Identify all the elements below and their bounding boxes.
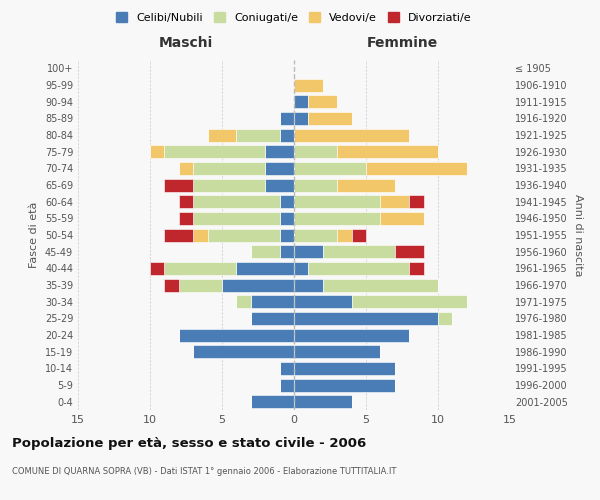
Bar xyxy=(294,212,380,225)
Text: Femmine: Femmine xyxy=(367,36,437,50)
Bar xyxy=(294,378,395,392)
Bar xyxy=(280,378,294,392)
Bar xyxy=(308,262,409,275)
Bar xyxy=(337,145,438,158)
Bar xyxy=(380,195,409,208)
Bar xyxy=(236,295,251,308)
Bar xyxy=(150,145,164,158)
Bar xyxy=(164,178,193,192)
Bar xyxy=(294,112,308,125)
Bar xyxy=(323,245,395,258)
Bar xyxy=(294,345,380,358)
Bar xyxy=(251,312,294,325)
Bar xyxy=(179,195,193,208)
Bar xyxy=(352,228,366,241)
Bar xyxy=(352,295,467,308)
Bar xyxy=(193,178,265,192)
Bar xyxy=(222,278,294,291)
Bar xyxy=(380,212,424,225)
Bar xyxy=(294,328,409,342)
Bar xyxy=(265,178,294,192)
Bar xyxy=(236,128,280,141)
Bar xyxy=(179,278,222,291)
Text: Popolazione per età, sesso e stato civile - 2006: Popolazione per età, sesso e stato civil… xyxy=(12,438,366,450)
Bar xyxy=(280,195,294,208)
Bar xyxy=(409,195,424,208)
Bar xyxy=(294,95,308,108)
Bar xyxy=(193,162,265,175)
Legend: Celibi/Nubili, Coniugati/e, Vedovi/e, Divorziati/e: Celibi/Nubili, Coniugati/e, Vedovi/e, Di… xyxy=(112,8,476,28)
Bar xyxy=(164,145,265,158)
Bar xyxy=(179,162,193,175)
Bar xyxy=(308,112,352,125)
Bar xyxy=(193,228,208,241)
Bar xyxy=(438,312,452,325)
Bar xyxy=(164,228,193,241)
Bar xyxy=(265,145,294,158)
Text: COMUNE DI QUARNA SOPRA (VB) - Dati ISTAT 1° gennaio 2006 - Elaborazione TUTTITAL: COMUNE DI QUARNA SOPRA (VB) - Dati ISTAT… xyxy=(12,468,397,476)
Bar xyxy=(164,278,179,291)
Bar xyxy=(294,295,352,308)
Bar xyxy=(294,362,395,375)
Bar xyxy=(193,212,280,225)
Bar xyxy=(337,228,352,241)
Bar xyxy=(294,262,308,275)
Text: Maschi: Maschi xyxy=(159,36,213,50)
Bar xyxy=(280,128,294,141)
Bar xyxy=(164,262,236,275)
Bar xyxy=(409,262,424,275)
Bar xyxy=(193,195,280,208)
Bar xyxy=(337,178,395,192)
Bar xyxy=(150,262,164,275)
Bar xyxy=(179,328,294,342)
Bar xyxy=(294,395,352,408)
Bar xyxy=(294,178,337,192)
Bar xyxy=(323,278,438,291)
Bar xyxy=(193,345,294,358)
Bar xyxy=(280,362,294,375)
Bar xyxy=(208,228,280,241)
Bar xyxy=(251,245,280,258)
Bar xyxy=(280,212,294,225)
Bar xyxy=(308,95,337,108)
Bar xyxy=(208,128,236,141)
Bar xyxy=(280,112,294,125)
Bar xyxy=(395,245,424,258)
Bar xyxy=(294,145,337,158)
Bar xyxy=(280,245,294,258)
Bar xyxy=(251,295,294,308)
Bar xyxy=(294,128,409,141)
Bar xyxy=(294,162,366,175)
Bar xyxy=(294,278,323,291)
Bar xyxy=(265,162,294,175)
Bar xyxy=(366,162,467,175)
Bar xyxy=(251,395,294,408)
Y-axis label: Fasce di età: Fasce di età xyxy=(29,202,39,268)
Y-axis label: Anni di nascita: Anni di nascita xyxy=(573,194,583,276)
Bar xyxy=(294,78,323,92)
Bar xyxy=(294,245,323,258)
Bar xyxy=(179,212,193,225)
Bar xyxy=(294,312,438,325)
Bar xyxy=(294,228,337,241)
Bar xyxy=(280,228,294,241)
Bar xyxy=(236,262,294,275)
Bar xyxy=(294,195,380,208)
